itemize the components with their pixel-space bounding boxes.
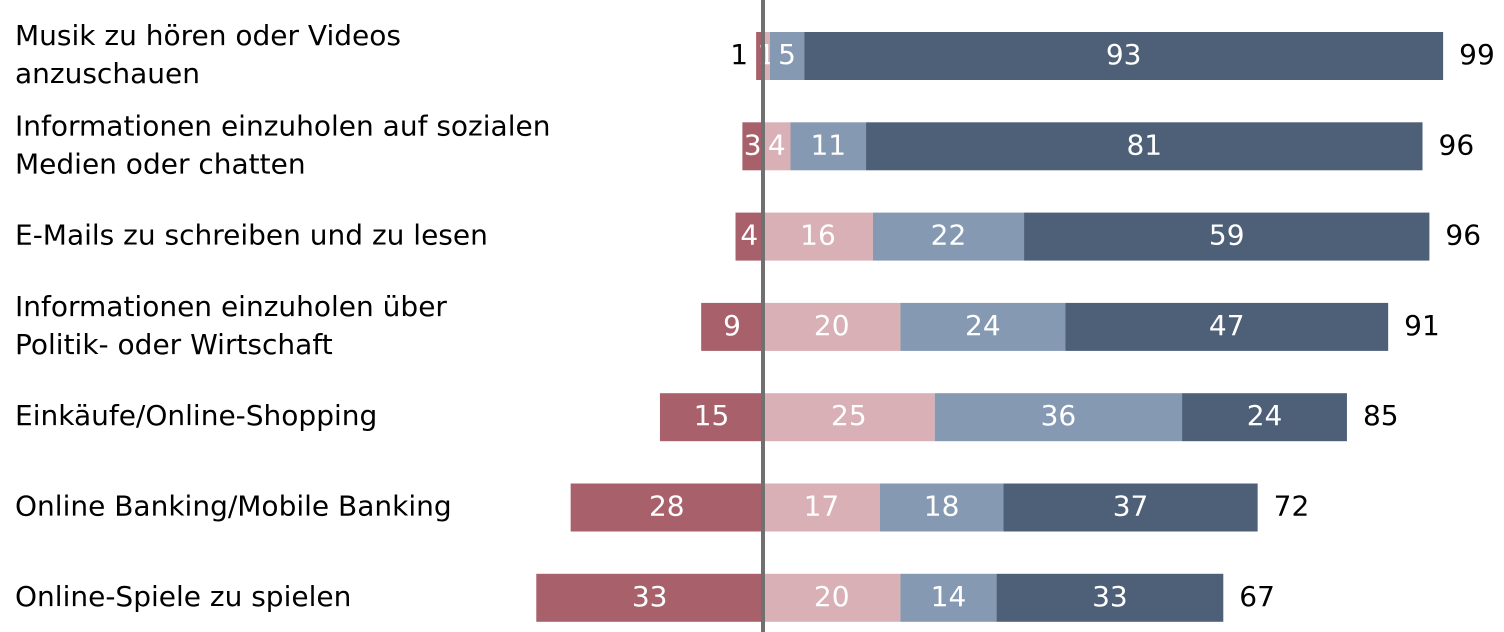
value-label: 11 bbox=[810, 128, 846, 161]
value-label: 9 bbox=[723, 309, 741, 342]
bar-segment bbox=[756, 32, 763, 80]
value-label: 18 bbox=[924, 490, 960, 523]
bar-segment bbox=[701, 302, 763, 351]
category-label: Informationen einzuholen über bbox=[15, 290, 447, 323]
value-label: 81 bbox=[1126, 128, 1162, 161]
total-label: 96 bbox=[1445, 219, 1481, 252]
bar-segment bbox=[900, 302, 1066, 351]
value-label: 25 bbox=[831, 399, 867, 432]
value-label: 22 bbox=[931, 219, 967, 252]
bar-segment bbox=[1065, 302, 1389, 351]
bar-segment bbox=[763, 212, 873, 261]
value-label: 24 bbox=[965, 309, 1001, 342]
total-label: 67 bbox=[1239, 580, 1275, 613]
value-label: 59 bbox=[1209, 219, 1245, 252]
value-label: 28 bbox=[649, 490, 685, 523]
value-label: 1 bbox=[730, 38, 748, 71]
category-label: Musik zu hören oder Videos bbox=[15, 19, 401, 52]
value-label: 93 bbox=[1106, 38, 1142, 71]
category-label: Informationen einzuholen auf sozialen bbox=[15, 109, 550, 142]
category-label: Einkäufe/Online-Shopping bbox=[15, 399, 377, 432]
value-label: 14 bbox=[931, 580, 967, 613]
bar-segment bbox=[1003, 483, 1258, 532]
bar-segment bbox=[996, 573, 1224, 622]
value-label: 24 bbox=[1247, 399, 1283, 432]
bar-segment bbox=[763, 32, 770, 80]
bar-segment bbox=[536, 573, 763, 622]
bar-segment bbox=[570, 483, 763, 532]
value-label: 17 bbox=[804, 490, 840, 523]
total-label: 91 bbox=[1404, 309, 1440, 342]
category-label: Medien oder chatten bbox=[15, 147, 306, 180]
category-label: Politik- oder Wirtschaft bbox=[15, 328, 333, 361]
bar-segment bbox=[790, 122, 867, 171]
total-label: 99 bbox=[1459, 38, 1495, 71]
bar-segment bbox=[742, 122, 763, 171]
total-label: 96 bbox=[1439, 128, 1475, 161]
category-label: Online-Spiele zu spielen bbox=[15, 580, 351, 613]
bar-segment bbox=[804, 32, 1444, 80]
bar-segment bbox=[1024, 212, 1430, 261]
bar-segment bbox=[1182, 393, 1347, 442]
value-label: 20 bbox=[814, 309, 850, 342]
bar-segment bbox=[872, 212, 1025, 261]
value-label: 5 bbox=[778, 38, 796, 71]
bar-segment bbox=[763, 122, 791, 171]
bar-segment bbox=[763, 573, 901, 622]
bar-segment bbox=[879, 483, 1004, 532]
bar-segment bbox=[659, 393, 763, 442]
value-label: 33 bbox=[1092, 580, 1128, 613]
bar-segment bbox=[866, 122, 1423, 171]
bar-segment bbox=[934, 393, 1183, 442]
value-label: 33 bbox=[632, 580, 668, 613]
value-label: 47 bbox=[1209, 309, 1245, 342]
category-label: anzuschauen bbox=[15, 57, 200, 90]
value-label: 20 bbox=[814, 580, 850, 613]
category-label: Online Banking/Mobile Banking bbox=[15, 490, 452, 523]
bar-segment bbox=[769, 32, 805, 80]
value-label: 15 bbox=[694, 399, 730, 432]
value-label: 4 bbox=[768, 128, 786, 161]
value-label: 4 bbox=[740, 219, 758, 252]
value-label: 3 bbox=[744, 128, 762, 161]
value-label: 36 bbox=[1041, 399, 1077, 432]
total-label: 72 bbox=[1274, 490, 1310, 523]
bar-segment bbox=[900, 573, 997, 622]
bar-segment bbox=[735, 212, 763, 261]
bar-segment bbox=[763, 393, 935, 442]
value-label: 37 bbox=[1113, 490, 1149, 523]
total-label: 85 bbox=[1363, 399, 1399, 432]
bar-segment bbox=[763, 302, 901, 351]
bar-segment bbox=[763, 483, 880, 532]
category-label: E-Mails zu schreiben und zu lesen bbox=[15, 219, 488, 252]
value-label: 16 bbox=[800, 219, 836, 252]
